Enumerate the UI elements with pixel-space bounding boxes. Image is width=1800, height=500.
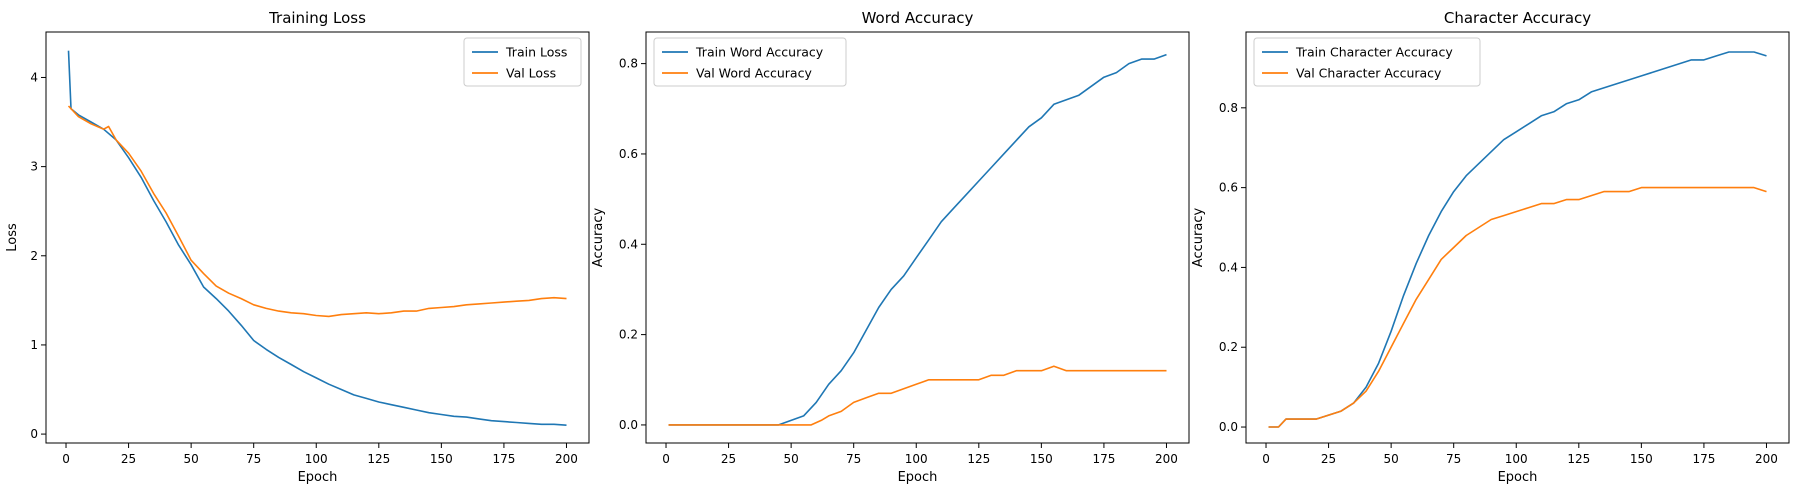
plot-frame xyxy=(45,31,590,444)
y-tick-label: 0.0 xyxy=(1219,420,1238,434)
x-tick-label: 100 xyxy=(305,452,328,466)
x-tick-label: 200 xyxy=(1155,452,1178,466)
legend-box xyxy=(463,37,582,87)
chart-panel-3: Character Accuracy 0 25 50 75 100 125 150 175 200… xyxy=(1191,9,1790,485)
y-axis-label: Accuracy xyxy=(1191,208,1206,268)
x-tick-label: 50 xyxy=(183,452,198,466)
legend-label: Train Word Accuracy xyxy=(695,45,824,60)
legend: Train Word Accuracy Val Word Accuracy xyxy=(653,37,847,87)
legend-label: Val Loss xyxy=(506,66,556,81)
y-tick-label: 0.0 xyxy=(619,418,638,432)
series-line-train xyxy=(67,50,567,426)
y-tick-label: 0.4 xyxy=(619,237,638,251)
x-tick-label: 175 xyxy=(492,452,515,466)
chart-panel-1: Training Loss 0 25 50 75 100 125 150 175 200 0 1 2 3 4… xyxy=(5,9,590,485)
y-tick-label: 0 xyxy=(30,427,38,441)
plot-frame xyxy=(645,31,1190,444)
x-tick-label: 125 xyxy=(967,452,990,466)
x-tick-label: 150 xyxy=(1030,452,1053,466)
x-tick-label: 0 xyxy=(1262,452,1270,466)
y-axis-label: Loss xyxy=(5,223,20,252)
chart-panel-2: Word Accuracy 0 25 50 75 100 125 150 175 200 0.0 0.… xyxy=(591,9,1190,485)
x-tick-label: 25 xyxy=(121,452,136,466)
y-tick-label: 3 xyxy=(30,160,38,174)
x-tick-label: 100 xyxy=(905,452,928,466)
x-tick-label: 75 xyxy=(1446,452,1461,466)
x-tick-label: 0 xyxy=(62,452,70,466)
y-tick-label: 0.8 xyxy=(619,57,638,71)
x-tick-label: 75 xyxy=(246,452,261,466)
legend-box xyxy=(1253,37,1481,87)
y-tick-label: 1 xyxy=(30,338,38,352)
chart-title: Character Accuracy xyxy=(1444,9,1591,27)
x-tick-label: 25 xyxy=(1321,452,1336,466)
x-tick-label: 150 xyxy=(1630,452,1653,466)
legend-label: Train Character Accuracy xyxy=(1295,45,1453,60)
y-tick-label: 2 xyxy=(30,249,38,263)
y-axis-label: Accuracy xyxy=(591,208,606,268)
x-axis-label: Epoch xyxy=(1498,470,1538,485)
legend-label: Val Character Accuracy xyxy=(1296,66,1442,81)
legend: Train Character Accuracy Val Character Ac… xyxy=(1253,37,1481,87)
x-tick-label: 100 xyxy=(1505,452,1528,466)
y-tick-label: 0.8 xyxy=(1219,101,1238,115)
x-tick-label: 175 xyxy=(1092,452,1115,466)
chart-title: Word Accuracy xyxy=(862,9,974,27)
x-tick-label: 75 xyxy=(846,452,861,466)
y-tick-label: 0.2 xyxy=(619,328,638,342)
x-tick-label: 25 xyxy=(721,452,736,466)
legend-label: Val Word Accuracy xyxy=(696,66,812,81)
y-tick-label: 0.6 xyxy=(1219,181,1238,195)
x-tick-label: 200 xyxy=(555,452,578,466)
x-tick-label: 0 xyxy=(662,452,670,466)
series-line-train xyxy=(668,53,1167,426)
x-tick-label: 200 xyxy=(1755,452,1778,466)
y-tick-label: 0.6 xyxy=(619,147,638,161)
y-tick-label: 4 xyxy=(30,70,38,84)
x-axis-label: Epoch xyxy=(898,470,938,485)
y-tick-label: 0.4 xyxy=(1219,260,1238,274)
x-tick-label: 175 xyxy=(1692,452,1715,466)
legend-box xyxy=(653,37,847,87)
x-axis-label: Epoch xyxy=(298,470,338,485)
legend-label: Train Loss xyxy=(505,45,567,60)
plot-frame xyxy=(1245,31,1790,444)
x-tick-label: 50 xyxy=(783,452,798,466)
x-tick-label: 125 xyxy=(1567,452,1590,466)
x-tick-label: 125 xyxy=(367,452,390,466)
series-line-val xyxy=(1268,186,1767,428)
y-tick-label: 0.2 xyxy=(1219,340,1238,354)
legend: Train Loss Val Loss xyxy=(463,37,582,87)
series-line-val xyxy=(668,365,1167,426)
series-line-val xyxy=(67,105,567,318)
x-tick-label: 150 xyxy=(430,452,453,466)
x-tick-label: 50 xyxy=(1383,452,1398,466)
chart-title: Training Loss xyxy=(268,9,366,27)
